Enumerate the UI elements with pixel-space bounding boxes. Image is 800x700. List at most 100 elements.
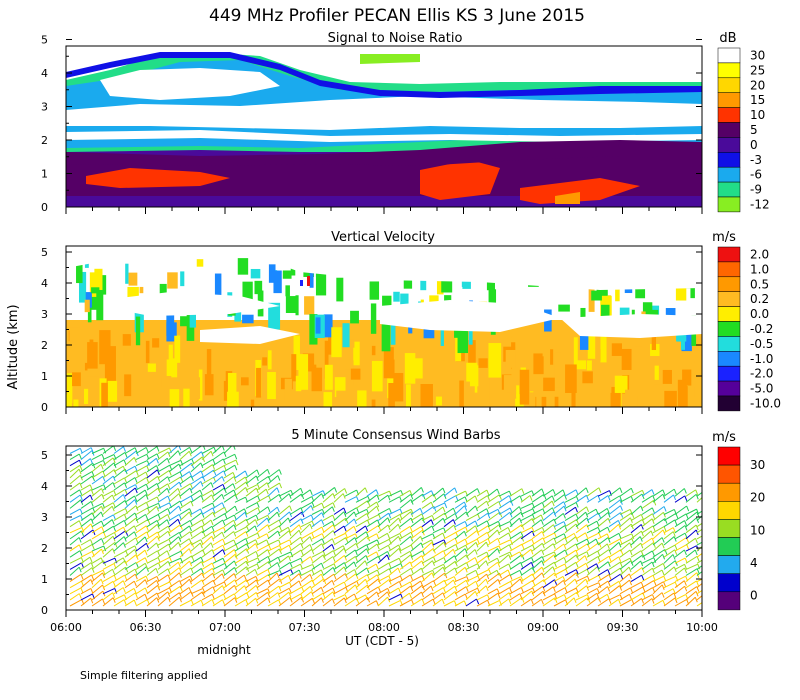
wind-barb-flag: [92, 462, 96, 469]
wind-barb: [663, 549, 676, 558]
wind-barb: [146, 465, 157, 473]
wind-barb: [454, 490, 466, 497]
wind-barb: [124, 549, 135, 558]
wind-barb-flag: [244, 470, 248, 477]
wind-barb-flag: [596, 520, 600, 527]
wind-barb-flag: [233, 539, 237, 546]
wind-barb: [124, 487, 136, 497]
wind-barb: [80, 597, 92, 607]
wind-barb-flag: [509, 507, 513, 514]
wind-barb-flag: [244, 512, 248, 518]
wind-barb: [641, 525, 654, 534]
wind-barb: [542, 551, 555, 558]
wind-barb-flag: [565, 568, 569, 575]
colorbar-label: -10.0: [750, 396, 781, 410]
wind-barb: [146, 579, 157, 589]
wind-barb: [410, 513, 423, 522]
wind-barb-flag: [331, 544, 335, 550]
vv-cell: [284, 378, 292, 401]
wind-barb: [91, 557, 102, 564]
wind-barb: [267, 482, 280, 491]
wind-barb-flag: [662, 554, 666, 560]
wind-barb-flag: [233, 573, 237, 579]
wind-barb: [377, 517, 389, 528]
snr-heatmap: [66, 46, 702, 207]
wind-barb: [641, 594, 653, 601]
x-axis-label: UT (CDT - 5): [345, 634, 419, 648]
wind-barb: [641, 518, 653, 528]
wind-barb: [410, 507, 421, 515]
vv-cell: [511, 328, 523, 339]
wind-barb-flag: [554, 532, 558, 539]
wind-barb: [685, 524, 697, 534]
wind-barb: [69, 587, 82, 595]
wind-barb-flag: [695, 524, 699, 531]
wind-barb: [102, 592, 113, 601]
wind-barb-flag: [598, 487, 602, 493]
wind-barb-flag: [276, 506, 280, 513]
vv-cell: [554, 352, 562, 388]
wind-barb: [388, 514, 401, 522]
y-tick-label: 3: [41, 101, 48, 114]
wind-barb: [91, 488, 102, 497]
wind-barb: [487, 545, 500, 552]
wind-barb-flag: [541, 502, 545, 508]
wind-barb: [256, 591, 269, 601]
wind-barb-flag: [323, 578, 327, 585]
wind-barb: [597, 543, 608, 552]
wind-barb: [388, 535, 399, 546]
wind-barb-flag: [563, 533, 567, 539]
wind-barb-flag: [663, 526, 667, 532]
wind-barb-flag: [562, 489, 566, 495]
wind-barb: [201, 519, 212, 528]
wind-barb: [498, 551, 511, 558]
wind-barb-flag: [563, 543, 567, 550]
wind-barb: [333, 562, 345, 570]
wind-barb: [179, 591, 192, 601]
wind-barb-flag: [134, 545, 138, 551]
wind-barb: [388, 533, 401, 540]
wind-barb: [333, 537, 347, 546]
wind-barb-flag: [178, 446, 182, 451]
wind-barb: [113, 508, 126, 515]
wind-barb-flag: [156, 446, 160, 452]
vv-cell: [76, 259, 83, 284]
wind-barb-flag: [233, 446, 236, 450]
wind-barb: [619, 560, 632, 570]
wind-barb: [300, 514, 312, 522]
wind-barb-flag: [167, 591, 171, 597]
wind-barb-flag: [541, 488, 545, 495]
wind-barb: [663, 531, 674, 540]
y-tick-label: 2: [41, 134, 48, 147]
wind-barb: [102, 457, 114, 467]
wind-barb-flag: [497, 579, 501, 585]
wind-barb-flag: [268, 544, 272, 550]
wind-barb: [146, 505, 157, 515]
wind-barb-flag: [157, 557, 161, 563]
wind-barb: [267, 599, 279, 607]
wind-barb: [91, 578, 102, 589]
wind-barb: [124, 568, 136, 576]
wind-barb-flag: [156, 453, 160, 460]
wind-barb: [366, 494, 378, 503]
wind-barb-flag: [499, 572, 502, 579]
wind-barb-flag: [189, 508, 193, 514]
wind-barb: [454, 530, 465, 540]
wind-barb: [542, 566, 554, 576]
wind-barb: [245, 563, 258, 570]
wind-barb: [245, 507, 259, 515]
wind-barb-flag: [376, 494, 380, 501]
wind-barb-flag: [607, 569, 611, 575]
vv-cell: [282, 270, 292, 279]
wind-barb-flag: [134, 495, 138, 502]
vv-cell: [586, 360, 592, 371]
panel-3-unit: m/s: [712, 430, 736, 445]
wind-barb: [267, 556, 279, 564]
wind-barb: [289, 542, 302, 552]
y-tick-label: 2: [41, 339, 48, 352]
wind-barb: [234, 579, 248, 589]
wind-barb-flag: [89, 494, 93, 501]
wind-barb: [245, 575, 257, 583]
wind-barb-flag: [540, 599, 544, 605]
wind-barb: [322, 506, 333, 515]
